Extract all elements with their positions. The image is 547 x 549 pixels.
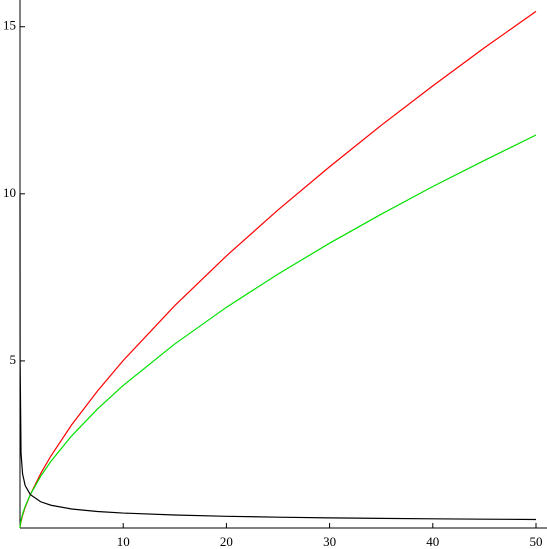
line-series — [19, 134, 537, 529]
x-tick-label: 50 — [530, 534, 543, 549]
x-tick-label: 40 — [426, 534, 439, 549]
x-tick-label: 20 — [220, 534, 233, 549]
line-series — [19, 10, 537, 529]
x-tick-label: 10 — [117, 534, 130, 549]
line-series — [19, 194, 537, 521]
y-tick-label: 15 — [3, 18, 16, 33]
y-tick-label: 10 — [3, 185, 16, 200]
y-tick-label: 5 — [10, 352, 17, 367]
x-tick-label: 30 — [323, 534, 336, 549]
